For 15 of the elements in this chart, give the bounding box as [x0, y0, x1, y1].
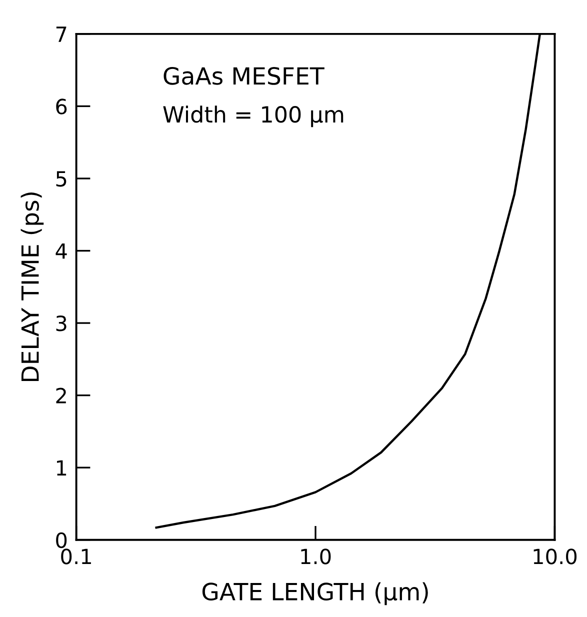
- annotation: Width = 100 μm: [163, 106, 344, 128]
- x-tick-label: 0.1: [61, 548, 91, 564]
- y-tick-label: 7: [56, 26, 66, 42]
- y-tick-label: 6: [56, 98, 67, 114]
- y-tick-label: 0: [56, 532, 67, 548]
- y-tick-label: 5: [56, 171, 66, 187]
- y-tick-label: 2: [56, 388, 66, 404]
- annotation: GaAs MESFET: [164, 67, 324, 85]
- x-tick-label: 1.0: [301, 548, 331, 564]
- x-tick-label: 10.0: [534, 548, 577, 564]
- y-tick-label: 4: [56, 243, 67, 259]
- y-axis-title: DELAY TIME (ps): [20, 192, 44, 382]
- y-tick-label: 3: [56, 315, 66, 332]
- x-axis-title: GATE LENGTH (μm): [202, 582, 428, 606]
- y-tick-label: 1: [57, 460, 66, 476]
